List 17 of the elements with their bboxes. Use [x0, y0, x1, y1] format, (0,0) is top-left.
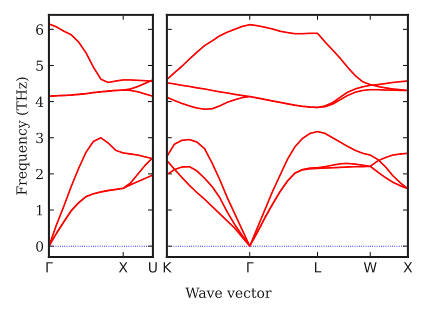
y-tick-label: 1 — [36, 204, 42, 216]
y-tick-label: 2 — [36, 168, 43, 180]
y-tick-label: 0 — [36, 241, 44, 252]
x-tick-label: Γ — [247, 262, 254, 272]
x-tick-label: L — [315, 262, 322, 272]
x-axis-title: Wave vector — [185, 288, 272, 298]
x-tick-label: Γ — [46, 262, 53, 272]
x-tick-label: X — [118, 262, 128, 272]
y-tick-label: 6 — [36, 24, 44, 35]
x-tick-label: U — [149, 262, 157, 273]
x-tick-label: K — [164, 262, 172, 272]
y-tick-label: 4 — [36, 96, 44, 107]
x-tick-label: W — [364, 262, 377, 272]
y-axis-title: Frequency (THz) — [16, 78, 30, 195]
y-tick-label: 5 — [36, 60, 43, 71]
x-tick-label: X — [404, 262, 412, 272]
y-tick-label: 3 — [36, 132, 44, 144]
